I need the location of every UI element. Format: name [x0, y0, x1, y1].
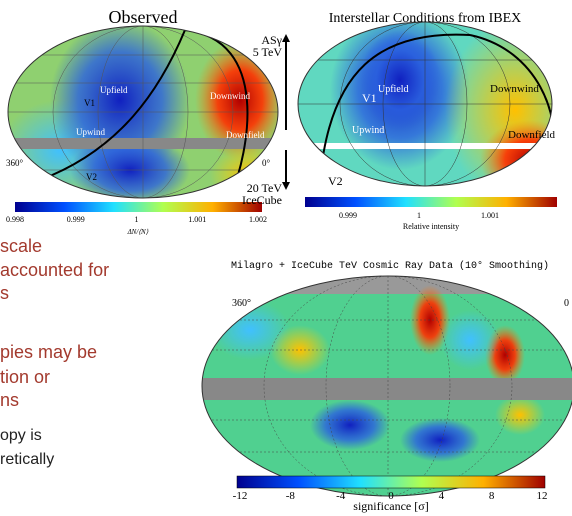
bullet-line: s	[0, 283, 9, 303]
colorbar-ticks: 0.998 0.999 1 1.001 1.002	[6, 215, 267, 224]
colorbar	[15, 202, 262, 212]
bullet-line: accounted for	[0, 260, 109, 280]
region-label: V2	[328, 174, 343, 188]
colorbar-tick-label: 0.999	[67, 215, 85, 224]
region-label: Upfield	[378, 84, 409, 95]
region-label: Upwind	[76, 127, 105, 137]
arrow-head	[282, 182, 290, 190]
colorbar-tick-label: -8	[286, 490, 296, 502]
map-title: Interstellar Conditions from IBEX	[329, 11, 521, 26]
region-label: V2	[86, 172, 97, 182]
colorbar-tick-label: -4	[336, 490, 346, 502]
colorbar-tick-label: 4	[439, 490, 445, 502]
region-label: V1	[362, 91, 377, 105]
ibex-map	[290, 10, 572, 200]
bullet-line: retically	[0, 451, 54, 468]
colorbar-label: ΔN/⟨N⟩	[127, 228, 149, 236]
longitude-label: 0°	[262, 158, 271, 168]
region-label: Upfield	[100, 85, 128, 95]
bullet-line: opy is	[0, 427, 42, 444]
colorbar-tick-label: 1.002	[249, 215, 267, 224]
longitude-label: 0	[564, 298, 569, 309]
map-title: Observed	[109, 7, 178, 27]
map-title: Milagro + IceCube TeV Cosmic Ray Data (1…	[231, 260, 549, 272]
bullet-line: pies may be	[0, 342, 97, 362]
colorbar-tick-label: 8	[489, 490, 495, 502]
bullet-line: ns	[0, 390, 19, 410]
region-label: Downwind	[210, 91, 250, 101]
region-label: Downfield	[226, 130, 265, 140]
colorbar	[237, 476, 545, 488]
colorbar-ticks: 0.999 1 1.001	[339, 211, 499, 220]
colorbar-label: Relative intensity	[403, 222, 459, 231]
arrow-head	[282, 34, 290, 42]
longitude-label: 360°	[6, 158, 24, 168]
bullet-text: scale accounted for s pies may be tion o…	[0, 236, 109, 468]
longitude-label: 360°	[232, 298, 251, 309]
colorbar	[305, 197, 557, 207]
bullet-line: scale	[0, 236, 42, 256]
energy-label: 5 TeV	[253, 45, 283, 59]
colorbar-tick-label: 1	[135, 215, 139, 224]
region-label: Downwind	[490, 83, 539, 95]
colorbar-tick-label: 1	[417, 211, 421, 220]
colorbar-tick-label: 1.001	[188, 215, 206, 224]
colorbar-tick-label: 0.998	[6, 215, 24, 224]
colorbar-tick-label: 0.999	[339, 211, 357, 220]
region-label: Upwind	[352, 125, 384, 136]
colorbar-tick-label: -12	[233, 490, 248, 502]
region-label: V1	[84, 98, 95, 108]
region-label: Downfield	[508, 129, 556, 141]
slide: Observed Upfield V1 Upwind V2 Downwind D…	[0, 0, 572, 516]
colorbar-label: significance [σ]	[353, 499, 428, 513]
energy-label: IceCube	[242, 193, 282, 207]
bullet-line: tion or	[0, 367, 50, 387]
colorbar-tick-label: 1.001	[481, 211, 499, 220]
colorbar-tick-label: 12	[537, 490, 548, 502]
